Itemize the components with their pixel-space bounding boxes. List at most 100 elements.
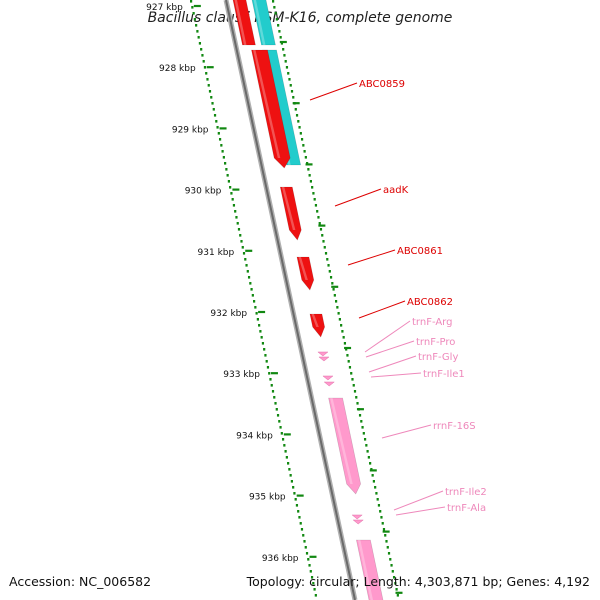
ruler-dot: [310, 576, 314, 579]
track-dot: [369, 462, 372, 465]
track-dot: [360, 420, 363, 423]
ruler-dot: [234, 210, 237, 213]
track-dot: [343, 342, 347, 345]
track-dot: [287, 72, 290, 75]
track-dot: [392, 576, 396, 579]
ruler-label: 931 kbp: [198, 248, 235, 258]
gene-label-trnf-ile1[interactable]: trnF-Ile1: [423, 369, 465, 380]
ruler-dot: [190, 0, 193, 3]
ruler-dot: [284, 450, 287, 453]
ruler-label: 930 kbp: [185, 187, 222, 197]
track-dot: [277, 24, 280, 27]
gene-label-abc0862[interactable]: ABC0862: [407, 297, 453, 308]
gene-block-top[interactable]: [232, 0, 256, 46]
leader-line: [395, 506, 446, 516]
gene-block-rrnf-16s[interactable]: [328, 397, 361, 495]
track-dot: [381, 522, 384, 525]
ruler-dot: [278, 420, 281, 423]
track-dot: [294, 108, 297, 111]
cyan-feature-segment[interactable]: [251, 0, 276, 46]
track-dot: [275, 18, 278, 21]
track-dot: [355, 396, 358, 399]
track-dot: [299, 132, 302, 135]
ruler-dot: [287, 462, 290, 465]
ruler-dot: [247, 276, 251, 279]
track-dot: [295, 114, 299, 117]
gene-labels[interactable]: ABC0859 aadK ABC0861 ABC0862 trnF-Arg trnF-Pr…: [359, 79, 487, 514]
ruler-dot: [227, 180, 230, 183]
ruler-dot: [290, 480, 293, 483]
gene-block-rrnf-23s[interactable]: [356, 539, 384, 600]
track-dot: [309, 180, 312, 183]
track-dot: [298, 126, 301, 129]
track-dot: [356, 402, 359, 405]
gene-label-abc0861[interactable]: ABC0861: [397, 246, 443, 257]
track-dot: [300, 138, 304, 141]
gene-block-aadk[interactable]: [279, 186, 302, 241]
trna-arg[interactable]: [317, 351, 329, 357]
ruler-dot: [216, 126, 219, 129]
ruler-dot: [245, 264, 248, 267]
ruler-dot: [208, 90, 212, 93]
leader-line: [309, 82, 358, 101]
backbone-core: [225, 0, 356, 600]
ruler-dot: [251, 294, 254, 297]
track-dot: [335, 300, 338, 303]
ruler-dot: [265, 360, 268, 363]
gene-label-trnf-ile2[interactable]: trnF-Ile2: [445, 487, 487, 498]
ruler-dot: [275, 408, 278, 411]
track-dot: [327, 264, 330, 267]
gene-label-trnf-pro[interactable]: trnF-Pro: [416, 337, 455, 348]
gene-label-aadk[interactable]: aadK: [383, 185, 409, 196]
trna-ala[interactable]: [352, 519, 364, 525]
ruler-label: 927 kbp: [146, 3, 183, 13]
gene-label-trnf-ala[interactable]: trnF-Ala: [447, 503, 486, 514]
track-dot: [303, 150, 306, 153]
cyan-feature-segment-shade: [253, 0, 266, 45]
track-dot: [358, 414, 362, 417]
ruler-dot: [274, 402, 277, 405]
ruler-dot: [246, 270, 249, 273]
trna-ile2[interactable]: [351, 514, 363, 520]
ruler-dot: [191, 6, 194, 9]
gene-label-trnf-arg[interactable]: trnF-Arg: [412, 317, 452, 328]
ruler-dot: [271, 390, 275, 393]
leader-line: [365, 340, 415, 358]
gene-block-abc0859[interactable]: [251, 49, 291, 169]
ruler-dot: [268, 372, 271, 375]
track-dot: [374, 486, 377, 489]
gene-label-trnf-gly[interactable]: trnF-Gly: [418, 352, 458, 363]
trna-gly[interactable]: [322, 375, 334, 381]
track-dot: [372, 480, 375, 483]
gene-block-abc0861-shade: [298, 257, 308, 280]
ruler-dot: [224, 162, 227, 165]
gene-block-abc0861[interactable]: [296, 256, 315, 291]
ruler-dot: [249, 282, 252, 285]
trna-ile1[interactable]: [323, 381, 335, 387]
gene-features[interactable]: [232, 0, 384, 600]
track-dot: [345, 348, 348, 351]
track-dot: [321, 234, 324, 237]
ruler-dot: [198, 42, 202, 45]
ruler-dot: [285, 456, 288, 459]
track-dot: [304, 156, 307, 159]
ruler-dot: [270, 384, 273, 387]
ruler-labels: 927 kbp 928 kbp 929 kbp 930 kbp 931 kbp 932 k…: [146, 3, 299, 564]
gene-label-rrnf-16s[interactable]: rrnF-16S: [433, 421, 476, 432]
gene-block-rrnf-23s-shade: [357, 540, 373, 600]
leader-line: [358, 300, 406, 319]
track-dot: [323, 246, 326, 249]
trna-pro[interactable]: [318, 356, 330, 362]
ruler-dot: [297, 510, 300, 513]
gene-block-rrnf-16s-shade: [330, 398, 353, 484]
ruler-dot: [200, 48, 203, 51]
gene-block-abc0862[interactable]: [309, 313, 325, 338]
track-dot: [350, 372, 353, 375]
leader-line: [347, 249, 396, 266]
ruler-dot: [293, 492, 296, 495]
gene-label-abc0859[interactable]: ABC0859: [359, 79, 405, 90]
ruler-dot: [298, 516, 301, 519]
ruler-dot: [294, 498, 297, 501]
ruler-label: 934 kbp: [236, 431, 273, 441]
